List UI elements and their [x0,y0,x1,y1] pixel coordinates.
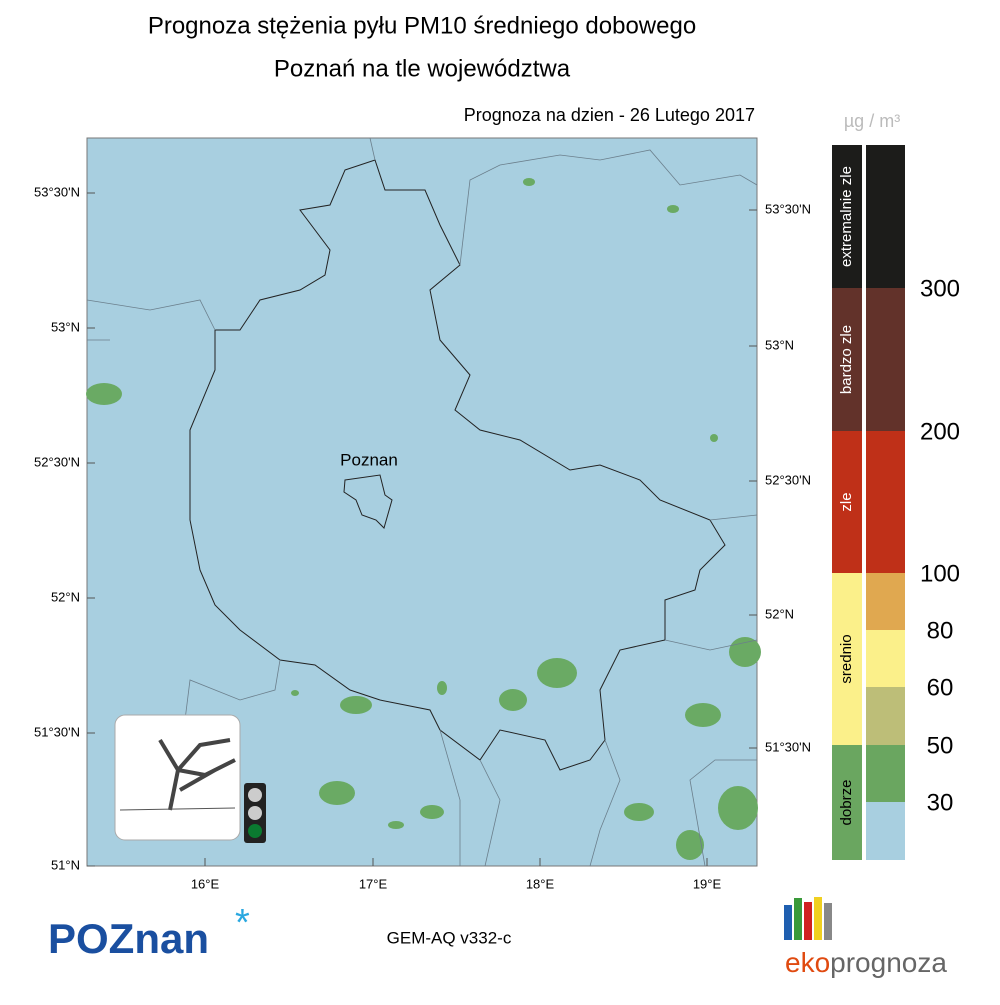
lat-label-left: 53°N [51,319,80,334]
lon-label: 16°E [191,876,220,891]
subtitle: Poznań na tle województwa [274,55,571,82]
logo-right-b: prognoza [830,947,947,978]
legend-scale [866,573,905,630]
map: Poznan [86,137,761,867]
legend-category-label: srednio [838,634,855,683]
model-label: GEM-AQ v332-c [387,928,512,947]
legend: µg / m³ [844,111,900,131]
legend-category [832,145,862,288]
logo-left: POZnan [48,915,209,962]
logo-right: ekoprognoza [785,947,947,978]
legend-threshold: 80 [927,617,954,644]
green-patches [86,178,761,860]
logo-bars [784,897,832,940]
lat-label-left: 52°N [51,589,80,604]
logo-right-a: eko [785,947,830,978]
voivodeship-border [189,159,726,771]
weather-icon [114,714,266,843]
legend-threshold: 50 [927,732,954,759]
poznan-border [343,474,393,529]
legend-scale [866,802,905,860]
lat-label-left: 51°N [51,857,80,872]
date-label: Prognoza na dzien - 26 Lutego 2017 [464,105,755,125]
legend-threshold: 100 [920,560,960,587]
lon-label: 17°E [359,876,388,891]
logo-asterisk: * [235,902,250,944]
lat-label-right: 51°30'N [765,739,811,754]
legend-category-label: zle [838,492,855,511]
legend-category [832,288,862,431]
lat-label-right: 53°30'N [765,201,811,216]
legend-threshold: 300 [920,275,960,302]
legend-threshold: 200 [920,418,960,445]
legend-category-label: dobrze [838,780,855,826]
other-borders [86,137,758,867]
lat-label-left: 53°30'N [34,184,80,199]
lat-label-right: 53°N [765,337,794,352]
footer: POZnan * GEM-AQ v332-c ekoprognoza [48,897,947,978]
legend-scale [866,630,905,687]
title: Prognoza stężenia pyłu PM10 średniego do… [148,12,696,39]
legend-category [832,431,862,573]
legend-scale [866,745,905,802]
legend-scale [866,288,905,431]
legend-scale [866,431,905,573]
legend-category [832,573,862,745]
lat-label-right: 52°N [765,606,794,621]
lon-label: 18°E [526,876,555,891]
legend-unit: µg / m³ [844,111,900,131]
legend-threshold: 30 [927,789,954,816]
city-label: Poznan [340,450,398,469]
legend-category-label: extremalnie zle [838,166,855,267]
lat-label-left: 52°30'N [34,454,80,469]
legend-category [832,745,862,860]
lon-label: 19°E [693,876,722,891]
legend-threshold: 60 [927,674,954,701]
lat-label-left: 51°30'N [34,724,80,739]
legend-scale [866,687,905,745]
legend-category-label: bardzo zle [838,325,855,394]
lat-label-right: 52°30'N [765,472,811,487]
legend-scale [866,145,905,288]
